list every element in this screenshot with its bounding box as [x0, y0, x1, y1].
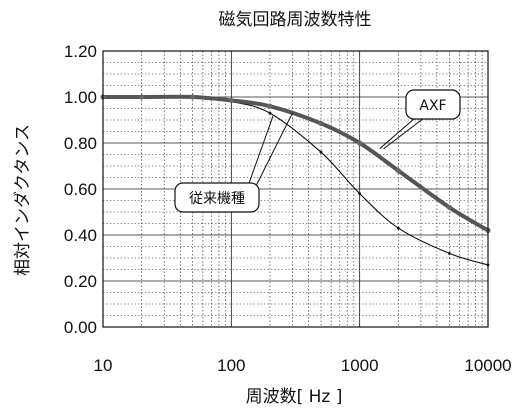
- y-axis-label: 相対インダクタンス: [13, 124, 33, 276]
- series-lines: [100, 94, 491, 267]
- x-tick-label: 100: [217, 356, 245, 375]
- plot-frame: [102, 50, 489, 328]
- callout-pointer-conventional: [255, 112, 294, 187]
- data-point-axf: [267, 103, 273, 109]
- data-point-axf: [357, 140, 363, 146]
- callout-box-axf: [405, 89, 461, 120]
- x-tick-label: 10000: [464, 356, 511, 375]
- callout-pointer-axf: [379, 117, 416, 150]
- chart-title: 磁気回路周波数特性: [219, 10, 372, 30]
- x-axis-label: 周波数[ Hz ]: [246, 387, 343, 407]
- callout-pointer-conventional: [247, 115, 274, 187]
- legend-label-conventional: 従来機種: [189, 191, 245, 207]
- data-point-conventional: [268, 111, 272, 115]
- y-tick-label: 0.00: [64, 318, 97, 337]
- x-tick-label: 10: [94, 356, 113, 375]
- data-point-conventional: [396, 226, 400, 230]
- data-point-axf: [228, 97, 234, 104]
- data-point-conventional: [319, 150, 323, 154]
- data-point-axf: [139, 94, 145, 100]
- y-tick-label: 0.60: [64, 180, 97, 199]
- y-tick-label: 1.00: [64, 88, 97, 107]
- y-tick-label: 0.20: [64, 272, 97, 291]
- data-point-conventional: [447, 252, 451, 255]
- data-point-conventional: [358, 192, 362, 196]
- callout-box-conventional: [174, 182, 260, 213]
- y-tick-label: 0.40: [64, 226, 97, 245]
- series-line-conventional: [102, 96, 489, 266]
- data-point-axf: [395, 168, 401, 174]
- series-line-axf: [101, 94, 490, 233]
- y-tick-label: 0.80: [64, 134, 97, 153]
- callout-pointer-axf: [383, 117, 425, 150]
- tick-labels: 0.00 0.20 0.40 0.60 0.80 1.00 1.20 10 100 1000 100…: [64, 42, 512, 375]
- legend-label-axf: AXF: [419, 98, 446, 114]
- x-tick-label: 1000: [341, 356, 379, 375]
- legend-callouts: AXF 従来機種: [174, 89, 461, 213]
- y-tick-label: 1.20: [64, 42, 97, 61]
- data-point-axf: [190, 94, 196, 100]
- data-point-axf: [318, 120, 324, 127]
- data-point-axf: [446, 204, 452, 210]
